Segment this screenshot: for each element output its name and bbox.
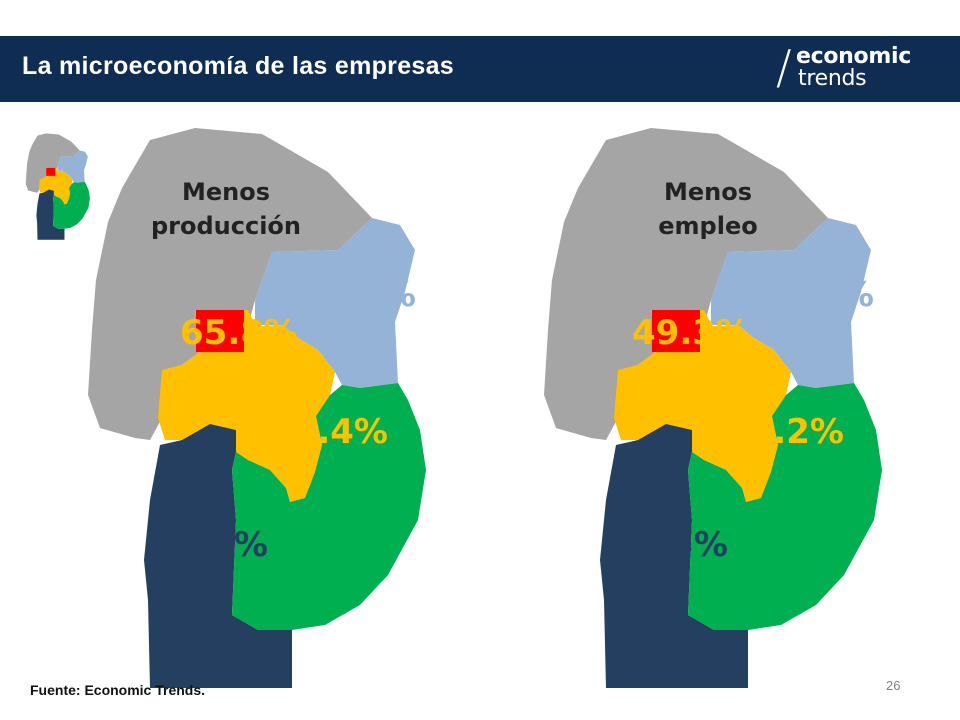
map2-value-northeast: 32.8% bbox=[756, 275, 874, 315]
map2-title-line2: empleo bbox=[658, 212, 758, 240]
logo-slash: / bbox=[776, 40, 792, 94]
page-title: La microeconomía de las empresas bbox=[22, 52, 455, 80]
map2-value-east-center: 37.2% bbox=[726, 412, 844, 452]
map1-title: Menos producción bbox=[128, 175, 324, 243]
page-number: 26 bbox=[886, 678, 901, 693]
logo-word-trends: trends bbox=[798, 66, 867, 91]
map2-title-line1: Menos bbox=[663, 178, 753, 206]
map2-value-center: 49.3% bbox=[632, 313, 750, 353]
header-bar: La microeconomía de las empresas / econo… bbox=[0, 36, 960, 102]
map1-title-line1: Menos bbox=[181, 178, 271, 206]
economic-trends-logo: / economic trends bbox=[776, 40, 946, 96]
map2-value-southwest: 33.3% bbox=[610, 525, 728, 565]
locator-map bbox=[25, 133, 90, 240]
source-note: Fuente: Economic Trends. bbox=[30, 682, 206, 698]
logo-word-economic: economic bbox=[796, 44, 911, 69]
map1-value-southwest: 74.1% bbox=[150, 525, 268, 565]
map1-title-line2: producción bbox=[150, 212, 302, 240]
map1-value-center: 65.8% bbox=[180, 313, 298, 353]
map1-value-northeast: 55.2% bbox=[298, 275, 416, 315]
map2-title: Menos empleo bbox=[610, 175, 806, 243]
map1-value-east-center: 58.4% bbox=[270, 412, 388, 452]
